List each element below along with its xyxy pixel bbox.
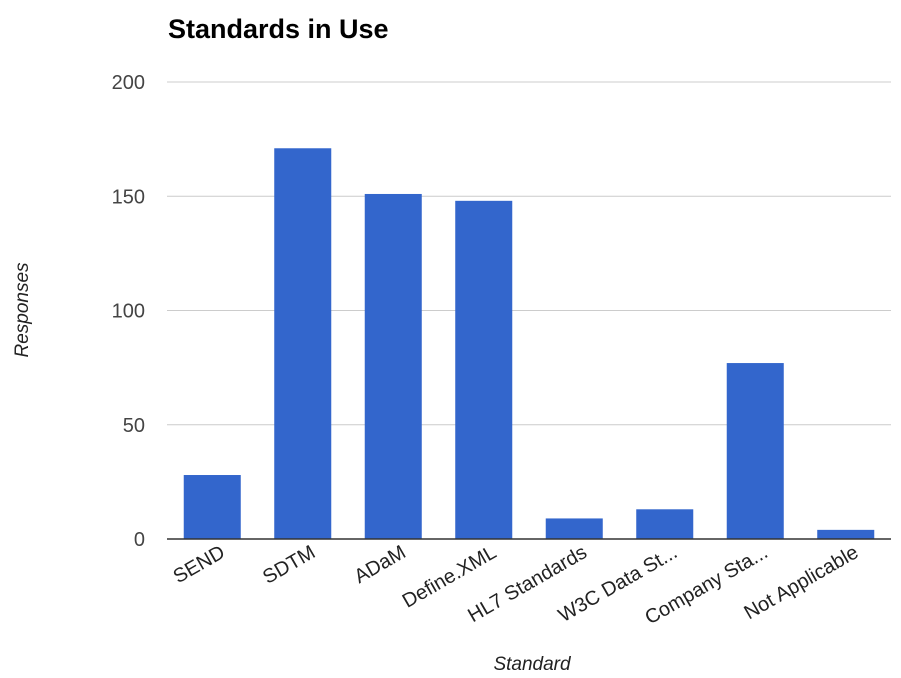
bar-company-sta[interactable] bbox=[726, 363, 784, 539]
bar-send[interactable] bbox=[183, 475, 241, 539]
bar-define-xml[interactable] bbox=[455, 200, 513, 539]
bars bbox=[183, 148, 875, 539]
bar-adam[interactable] bbox=[364, 193, 422, 539]
y-tick-label: 150 bbox=[112, 186, 145, 208]
chart-title: Standards in Use bbox=[168, 14, 389, 44]
y-tick-label: 50 bbox=[123, 415, 145, 437]
x-tick-label: SEND bbox=[170, 541, 229, 588]
x-tick-label: ADaM bbox=[351, 541, 410, 588]
x-tick-label: SDTM bbox=[259, 541, 319, 588]
bar-hl7-standards[interactable] bbox=[545, 518, 603, 539]
bar-w3c-data-st[interactable] bbox=[636, 509, 694, 539]
y-tick-label: 0 bbox=[134, 529, 145, 551]
y-tick-label: 100 bbox=[112, 301, 145, 323]
bar-sdtm[interactable] bbox=[274, 148, 332, 539]
y-axis-ticks: 0 50 100 150 200 bbox=[112, 72, 145, 551]
x-axis-title: Standard bbox=[493, 654, 572, 675]
bar-not-applicable[interactable] bbox=[817, 529, 875, 539]
y-tick-label: 200 bbox=[112, 72, 145, 94]
y-axis-title: Responses bbox=[12, 262, 33, 358]
